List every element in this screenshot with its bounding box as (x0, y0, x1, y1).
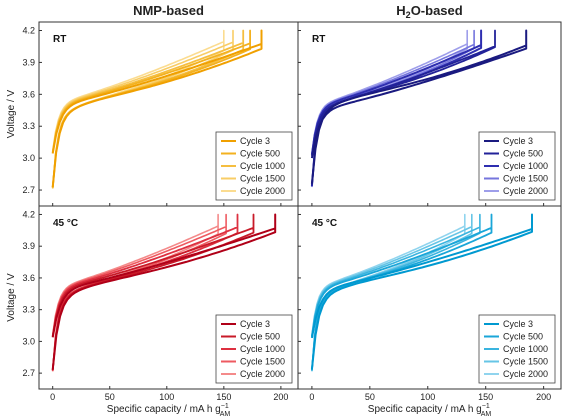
x-axis-label-2: Specific capacity / mA h g−1 AM (368, 403, 492, 416)
x-tick-label: 200 (273, 392, 288, 402)
column-title-2: H2O-based (396, 3, 462, 20)
y-axis-label-1: Voltage / V (6, 89, 17, 138)
y-tick-label: 3.0 (22, 336, 35, 346)
x-tick-label: 50 (105, 392, 115, 402)
legend-label: Cycle 1500 (503, 174, 548, 184)
legend-label: Cycle 2000 (503, 186, 548, 196)
y-tick-label: 3.6 (22, 273, 35, 283)
x-tick-label: 200 (536, 392, 551, 402)
y-tick-label: 4.2 (22, 209, 35, 219)
series-line-cycle-500 (311, 213, 493, 371)
legend-label: Cycle 1500 (240, 357, 285, 367)
panel-h2o_45: 0 50 100 150 200 45 °C Cycle 3 Cycle 500 Cycle 1… (297, 205, 562, 402)
x-tick-label: 150 (478, 392, 493, 402)
condition-label: RT (312, 34, 325, 45)
legend-label: Cycle 1500 (240, 174, 285, 184)
series-line-cycle-2000 (51, 213, 219, 372)
y-tick-label: 3.3 (22, 305, 35, 315)
series-line-cycle-2000 (311, 213, 466, 372)
series-line-cycle-3 (310, 29, 528, 184)
legend-label: Cycle 1000 (503, 344, 548, 354)
condition-label: 45 °C (312, 218, 337, 229)
y-tick-label: 4.2 (22, 26, 35, 36)
column-title-1: NMP-based (133, 3, 204, 18)
legend-label: Cycle 500 (240, 332, 280, 342)
x-tick-label: 50 (365, 392, 375, 402)
condition-label: RT (53, 34, 66, 45)
condition-label: 45 °C (53, 218, 78, 229)
series-line-cycle-1500 (311, 213, 473, 372)
legend-label: Cycle 3 (503, 136, 533, 146)
legend-label: Cycle 500 (503, 149, 543, 159)
y-tick-label: 3.0 (22, 153, 35, 163)
series-line-cycle-1500 (51, 213, 227, 372)
x-tick-label: 100 (159, 392, 174, 402)
y-tick-label: 3.6 (22, 89, 35, 99)
panel-nmp_45: 2.7 3.0 3.3 3.6 3.9 4.2 0 50 100 150 200 45 °C Cycle… (22, 205, 299, 402)
series-line-cycle-1500 (51, 29, 234, 189)
panel-nmp_rt: 2.7 3.0 3.3 3.6 3.9 4.2 RT Cycle 3 Cycle 500 Cycl… (22, 21, 299, 207)
y-axis-label-2: Voltage / V (6, 273, 17, 322)
series-line-cycle-1000 (311, 213, 481, 371)
legend-label: Cycle 3 (503, 319, 533, 329)
x-tick-label: 150 (216, 392, 231, 402)
legend-label: Cycle 2000 (503, 369, 548, 379)
legend-label: Cycle 3 (240, 319, 270, 329)
series-line-cycle-1000 (51, 213, 239, 371)
legend-label: Cycle 500 (240, 149, 280, 159)
series-line-cycle-2000 (51, 29, 225, 189)
x-tick-label: 0 (50, 392, 55, 402)
legend-label: Cycle 3 (240, 136, 270, 146)
legend-label: Cycle 1000 (240, 161, 285, 171)
series-line-cycle-3 (51, 29, 263, 188)
y-tick-label: 2.7 (22, 368, 35, 378)
x-tick-label: 100 (420, 392, 435, 402)
y-tick-label: 3.9 (22, 241, 35, 251)
legend-label: Cycle 2000 (240, 369, 285, 379)
x-tick-label: 0 (309, 392, 314, 402)
legend-label: Cycle 2000 (240, 186, 285, 196)
panel-frame (297, 205, 562, 390)
series-line-cycle-500 (51, 213, 255, 371)
series-line-cycle-1000 (51, 29, 245, 188)
legend-label: Cycle 1000 (503, 161, 548, 171)
x-axis-label-1: Specific capacity / mA h g−1 AM (107, 403, 231, 416)
legend-label: Cycle 1500 (503, 357, 548, 367)
y-tick-label: 3.3 (22, 121, 35, 131)
legend-label: Cycle 1000 (240, 344, 285, 354)
y-tick-label: 3.9 (22, 57, 35, 67)
series-line-cycle-1500 (311, 29, 475, 187)
panel-h2o_rt: RT Cycle 3 Cycle 500 Cycle 1000 Cycle 1500 Cy… (297, 21, 562, 207)
series-line-cycle-1000 (310, 29, 483, 187)
series-line-cycle-3 (51, 213, 277, 370)
y-tick-label: 2.7 (22, 185, 35, 195)
series-line-cycle-3 (310, 213, 533, 370)
legend-label: Cycle 500 (503, 332, 543, 342)
